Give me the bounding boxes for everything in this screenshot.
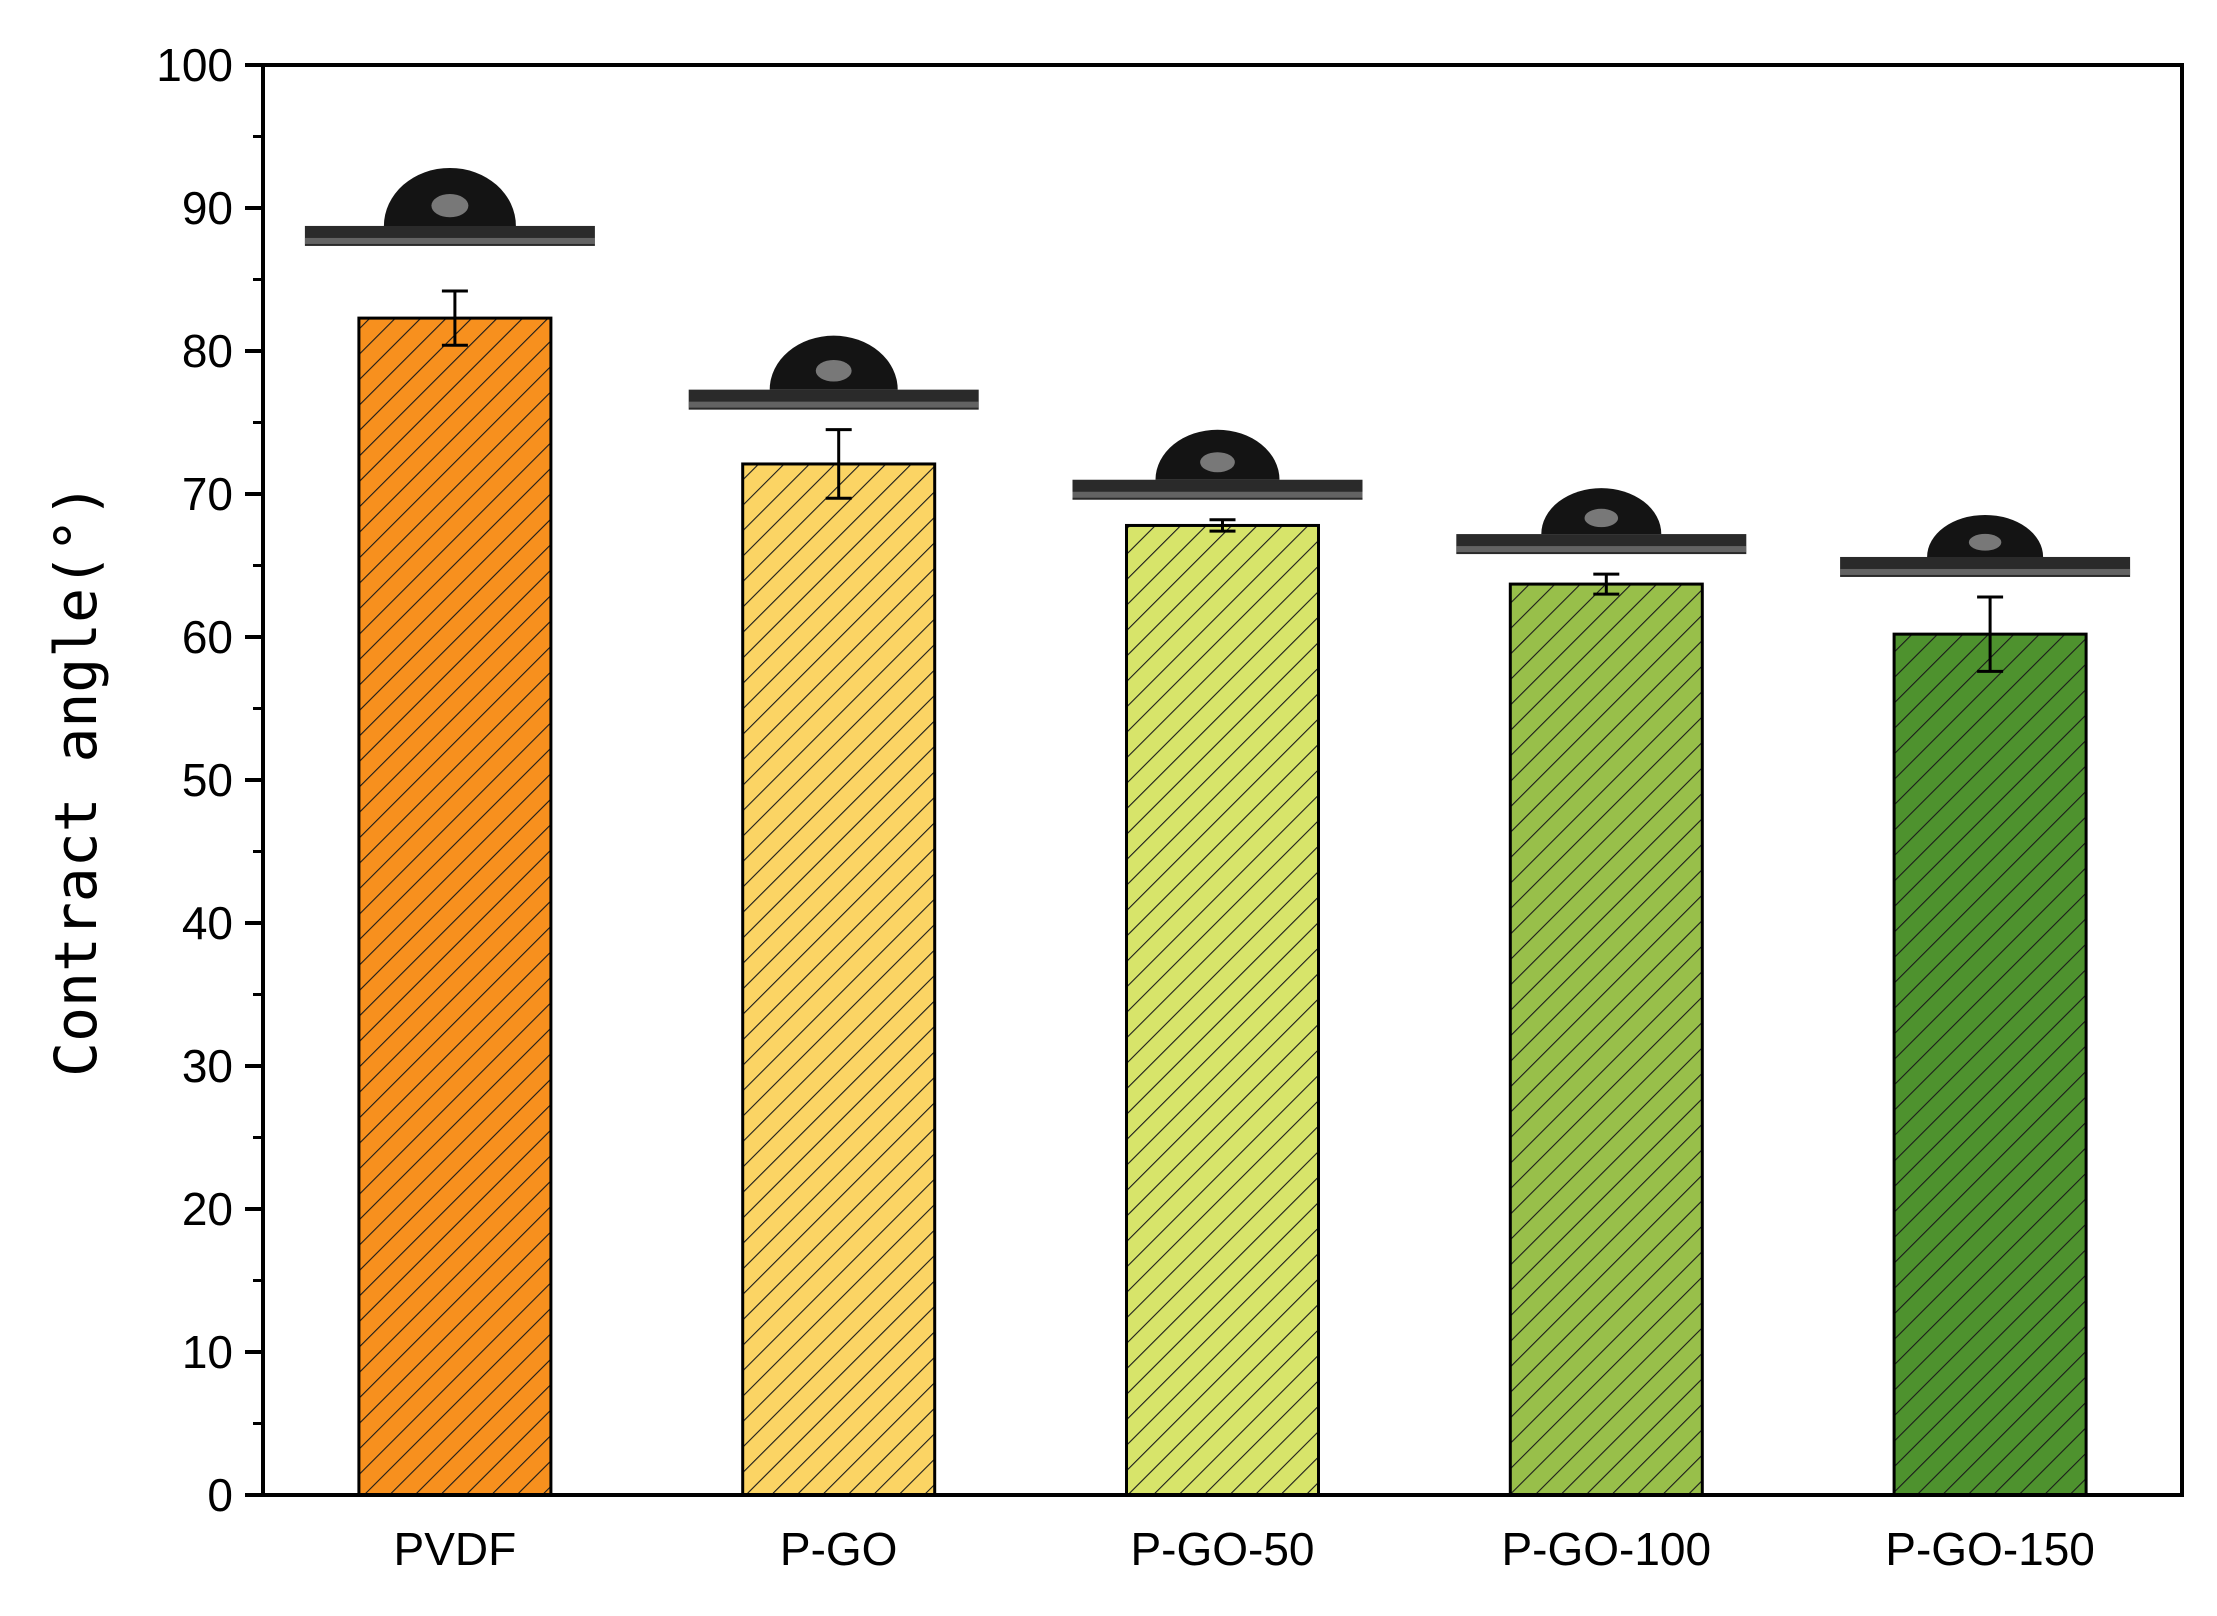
droplet-photo xyxy=(1840,514,2131,577)
droplet-highlight xyxy=(1584,508,1619,528)
y-tick-label: 70 xyxy=(182,468,233,520)
droplet-substrate-edge xyxy=(1072,491,1363,498)
y-tick-label: 60 xyxy=(182,611,233,663)
y-tick-label: 100 xyxy=(156,39,233,91)
x-tick-label: P-GO xyxy=(780,1523,898,1575)
y-tick-label: 50 xyxy=(182,754,233,806)
x-tick-label: P-GO-150 xyxy=(1885,1523,2095,1575)
y-tick-label: 80 xyxy=(182,325,233,377)
droplet-photo xyxy=(688,335,979,410)
droplet-photo xyxy=(304,167,595,246)
droplet-photo xyxy=(1072,429,1363,500)
droplet-highlight xyxy=(431,194,469,218)
y-tick-label: 20 xyxy=(182,1183,233,1235)
droplet-highlight xyxy=(1968,533,2002,551)
bar-hatch xyxy=(1508,582,1704,1497)
droplet-highlight xyxy=(815,359,852,382)
x-axis: PVDF P-GO P-GO-50 P-GO-100 P-GO-150 xyxy=(394,1523,2095,1575)
y-tick-label: 0 xyxy=(207,1469,233,1521)
y-tick-label: 90 xyxy=(182,182,233,234)
droplet-images-layer xyxy=(304,167,2131,577)
droplet-photo xyxy=(1456,488,1747,555)
y-tick-label: 10 xyxy=(182,1326,233,1378)
error-bars-layer xyxy=(441,289,2004,673)
y-tick-label: 30 xyxy=(182,1040,233,1092)
bar-hatch xyxy=(1892,632,2088,1497)
y-tick-label: 40 xyxy=(182,897,233,949)
bar-hatch xyxy=(1125,523,1320,1497)
droplet-substrate-edge xyxy=(1840,568,2131,575)
x-tick-label: PVDF xyxy=(394,1523,517,1575)
droplet-substrate-edge xyxy=(1456,546,1747,553)
droplet-highlight xyxy=(1200,452,1235,473)
x-tick-label: P-GO-50 xyxy=(1130,1523,1314,1575)
y-axis: 0 10 20 30 40 50 60 70 80 90 100 xyxy=(156,39,263,1521)
bars-layer xyxy=(357,316,2088,1497)
y-axis-title: Contract angle(°) xyxy=(42,483,110,1077)
droplet-substrate-edge xyxy=(304,237,595,244)
bar-hatch xyxy=(357,316,553,1497)
bar-hatch xyxy=(741,462,937,1497)
x-tick-label: P-GO-100 xyxy=(1501,1523,1711,1575)
droplet-substrate-edge xyxy=(688,401,979,408)
